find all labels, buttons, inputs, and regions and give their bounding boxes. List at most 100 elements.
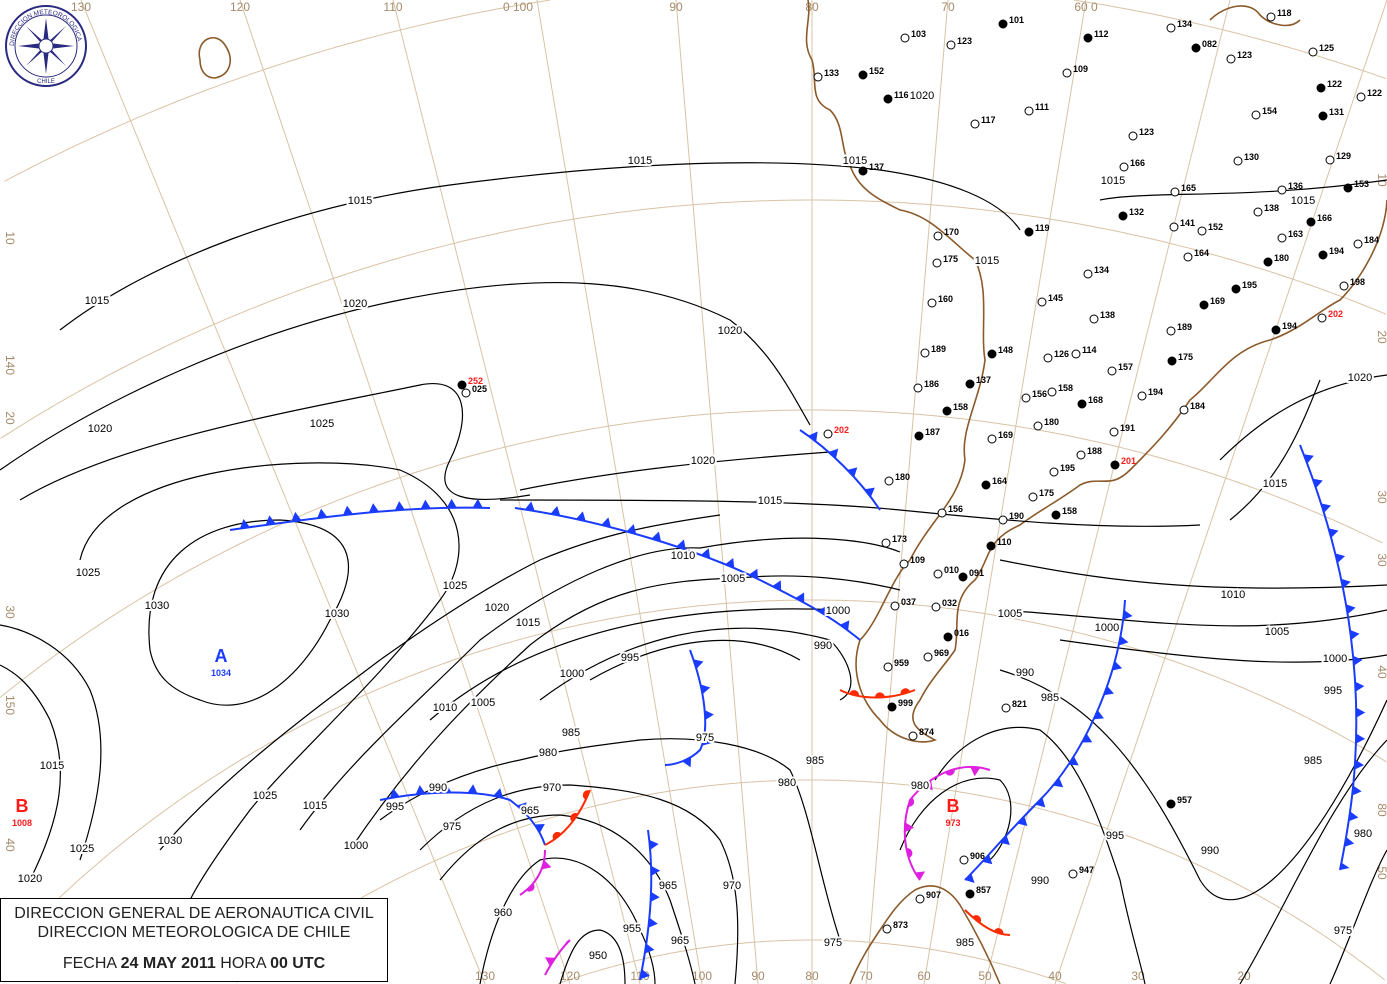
station-circle bbox=[915, 894, 925, 904]
isobar-label: 1015 bbox=[40, 760, 64, 772]
station-circle bbox=[882, 924, 892, 934]
cold-front bbox=[229, 506, 491, 531]
grid-label-right: 80 bbox=[1375, 803, 1387, 817]
station-plot: 138 bbox=[1089, 310, 1115, 324]
station-circle bbox=[913, 383, 923, 393]
meridian-line bbox=[984, 0, 1231, 984]
grid-label-top: 90 bbox=[669, 0, 683, 14]
station-circle bbox=[890, 601, 900, 611]
station-pressure: 191 bbox=[1120, 423, 1135, 433]
meridian-line bbox=[923, 0, 1087, 984]
station-pressure: 156 bbox=[1032, 389, 1047, 399]
station-pressure: 969 bbox=[934, 648, 949, 658]
station-pressure: 122 bbox=[1327, 79, 1342, 89]
isobar-label: 1030 bbox=[158, 835, 182, 847]
station-pressure: 134 bbox=[1094, 265, 1109, 275]
station-plot: 163 bbox=[1277, 229, 1303, 243]
cold-front-triangle bbox=[575, 511, 586, 522]
station-plot: 016 bbox=[943, 628, 969, 642]
station-pressure: 119 bbox=[1035, 223, 1050, 233]
station-plot: 821 bbox=[1001, 699, 1027, 713]
isobar-label: 1020 bbox=[910, 90, 934, 102]
isobar-label: 990 bbox=[1031, 875, 1049, 887]
station-circle bbox=[933, 569, 943, 579]
station-plot: 160 bbox=[927, 294, 953, 308]
cold-front-triangle bbox=[839, 620, 850, 631]
station-pressure: 190 bbox=[1009, 511, 1024, 521]
latitude-line bbox=[558, 939, 1066, 984]
cold-front bbox=[1299, 444, 1358, 871]
pressure-centers: A 1034 B 1008 B 973 bbox=[12, 646, 961, 828]
station-circle bbox=[1128, 131, 1138, 141]
station-circle bbox=[1033, 421, 1043, 431]
grid-label-right: 50 bbox=[1375, 866, 1387, 880]
station-plot: 126 bbox=[1043, 349, 1069, 363]
station-circle bbox=[1071, 349, 1081, 359]
isobar-label: 1025 bbox=[310, 418, 334, 430]
isobar-label: 950 bbox=[589, 950, 607, 962]
station-circle bbox=[457, 380, 467, 390]
station-plot: 109 bbox=[899, 555, 925, 569]
station-plot: 091 bbox=[958, 568, 984, 582]
station-plot: 198 bbox=[1339, 277, 1365, 291]
grid-label-right: 30 bbox=[1375, 553, 1387, 567]
chart-time: 00 UTC bbox=[270, 955, 326, 972]
station-plot: 907 bbox=[915, 890, 941, 904]
cold-front-triangle bbox=[693, 659, 704, 669]
station-circle bbox=[1037, 297, 1047, 307]
station-pressure: 110 bbox=[997, 537, 1012, 547]
station-circle bbox=[1277, 233, 1287, 243]
station-plot: 137 bbox=[965, 375, 991, 389]
isobar-label: 1015 bbox=[348, 195, 372, 207]
cold-front-triangle bbox=[700, 548, 711, 559]
station-pressure: 148 bbox=[998, 345, 1013, 355]
fecha-label: FECHA bbox=[62, 955, 117, 972]
cold-front-triangle bbox=[534, 823, 545, 833]
cold-front-triangle bbox=[1068, 756, 1079, 766]
station-circle bbox=[986, 541, 996, 551]
station-pressure: 145 bbox=[1048, 293, 1063, 303]
warm-front-semicircle bbox=[993, 928, 1004, 935]
station-plot: 857 bbox=[965, 885, 991, 899]
station-circle bbox=[900, 33, 910, 43]
cold-front-triangle bbox=[649, 839, 659, 850]
station-circle bbox=[998, 19, 1008, 29]
cold-front-triangle bbox=[1355, 733, 1366, 744]
station-circle bbox=[1316, 83, 1326, 93]
cold-front-triangle bbox=[1328, 528, 1339, 538]
cold-front-triangle bbox=[1356, 707, 1366, 718]
station-circle bbox=[1191, 43, 1201, 53]
isobar-label: 1020 bbox=[691, 455, 715, 467]
station-pressure: 154 bbox=[1262, 106, 1277, 116]
station-plot: 201 bbox=[1110, 456, 1136, 470]
station-circle bbox=[1231, 284, 1241, 294]
isobar-label: 1015 bbox=[975, 255, 999, 267]
station-pressure: 158 bbox=[953, 402, 968, 412]
station-pressure: 947 bbox=[1079, 865, 1094, 875]
station-pressure: 130 bbox=[1244, 152, 1259, 162]
station-pressure: 170 bbox=[944, 227, 959, 237]
station-circle bbox=[1089, 314, 1099, 324]
isobar-label: 1005 bbox=[998, 608, 1022, 620]
grid-label-bottom: 80 bbox=[805, 969, 819, 983]
station-circle bbox=[933, 231, 943, 241]
isobar-label: 1020 bbox=[343, 298, 367, 310]
cold-front-triangle bbox=[648, 917, 658, 928]
station-plot: 195 bbox=[1049, 463, 1075, 477]
cold-front-triangle bbox=[1349, 629, 1360, 640]
cold-front-triangle bbox=[1053, 777, 1064, 788]
meridian-line bbox=[536, 0, 703, 984]
cold-front-triangle bbox=[601, 517, 612, 528]
cold-front-triangle bbox=[965, 873, 975, 884]
station-circle bbox=[959, 855, 969, 865]
cold-front-triangle bbox=[545, 957, 556, 967]
station-pressure: 037 bbox=[901, 597, 916, 607]
cold-front-triangle bbox=[524, 501, 535, 512]
station-plot: 130 bbox=[1233, 152, 1259, 166]
cold-front-triangle bbox=[317, 508, 328, 519]
station-circle bbox=[958, 572, 968, 582]
isobar-label: 970 bbox=[723, 880, 741, 892]
station-circle bbox=[1277, 185, 1287, 195]
